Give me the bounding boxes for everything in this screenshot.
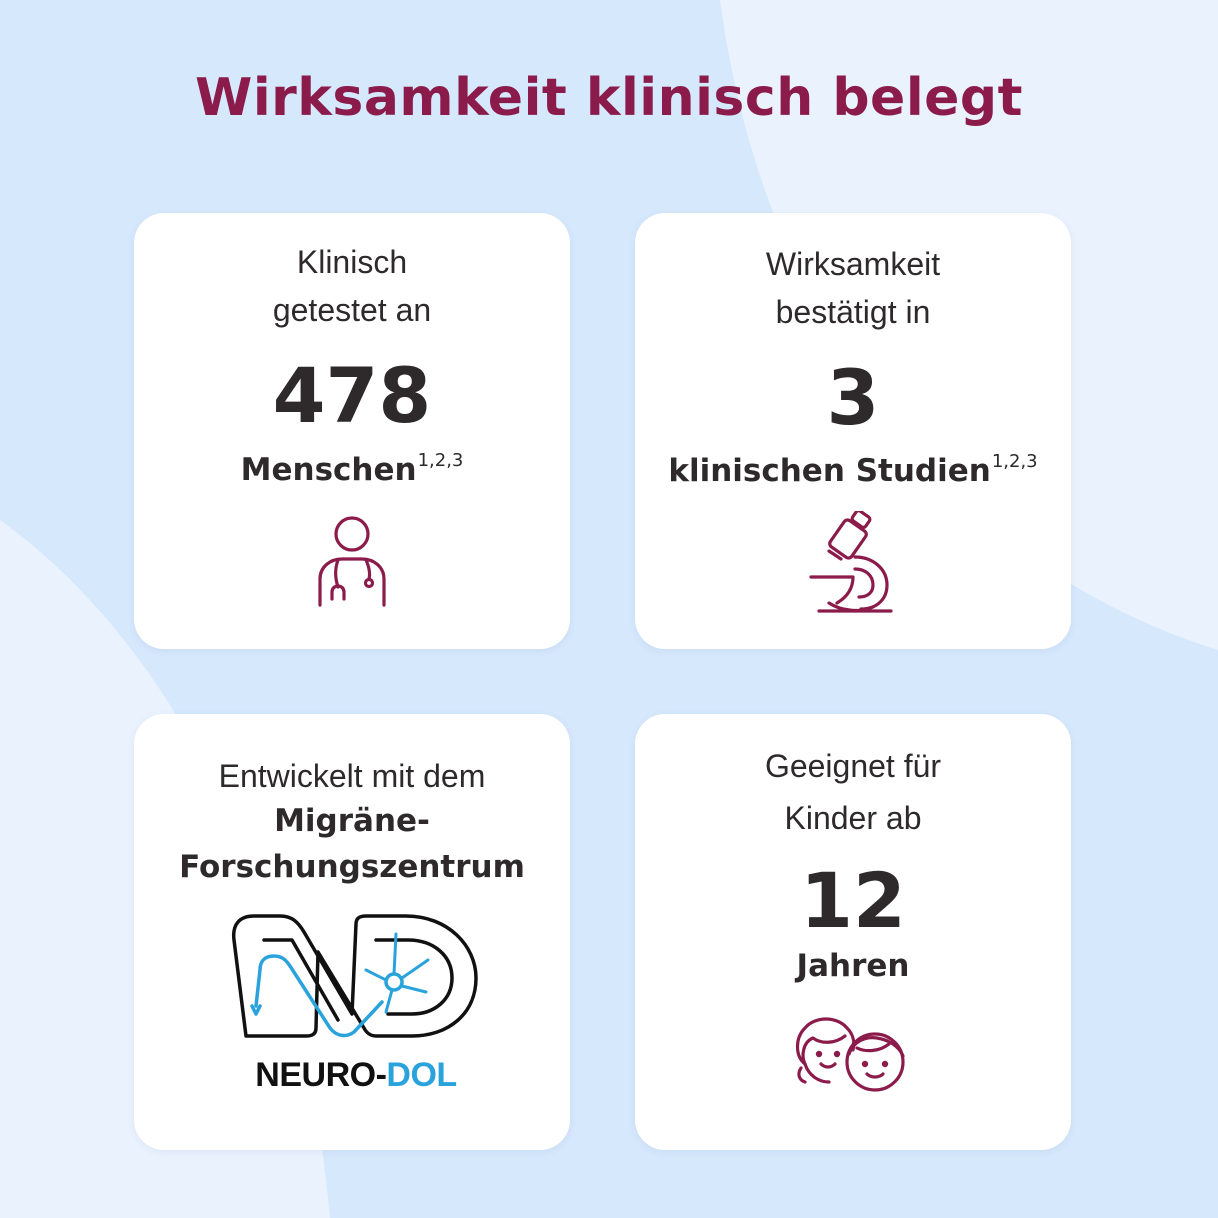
microscope-icon: [809, 511, 893, 613]
card-research-center: Entwickelt mit dem Migräne- Forschungsze…: [134, 714, 570, 1150]
stat-unit: klinischen Studien1,2,3: [668, 451, 1038, 489]
card-lead: Geeignet für Kinder ab: [764, 748, 942, 836]
neuro-dol-logo-icon: NEURO-DOL: [226, 910, 486, 1110]
footnote-ref: 1,2,3: [417, 450, 464, 471]
card-studies: Wirksamkeit bestätigt in 3 klinischen St…: [635, 213, 1071, 649]
card-children: Geeignet für Kinder ab 12 Jahren: [635, 714, 1071, 1150]
stat-number: 478: [272, 351, 432, 440]
stat-unit: Jahren: [796, 948, 910, 984]
stat-unit: Menschen1,2,3: [240, 450, 464, 488]
logo-text: NEURO-DOL: [255, 1056, 457, 1094]
children-faces-icon: [795, 1017, 905, 1092]
card-lead: Wirksamkeit bestätigt in: [765, 246, 941, 330]
page-title: Wirksamkeit klinisch belegt: [194, 68, 1023, 128]
card-tested-people: Klinisch getestet an 478 Menschen1,2,3: [134, 213, 570, 649]
neuro-dol-mark: [231, 914, 478, 1038]
stat-number: 12: [800, 856, 906, 945]
card-lead: Klinisch getestet an: [272, 244, 432, 328]
research-center-name: Migräne- Forschungszentrum: [179, 803, 525, 885]
doctor-stethoscope-icon: [318, 516, 386, 607]
stat-number: 3: [826, 353, 880, 442]
card-lead: Entwickelt mit dem: [218, 758, 486, 794]
footnote-ref: 1,2,3: [991, 451, 1038, 472]
